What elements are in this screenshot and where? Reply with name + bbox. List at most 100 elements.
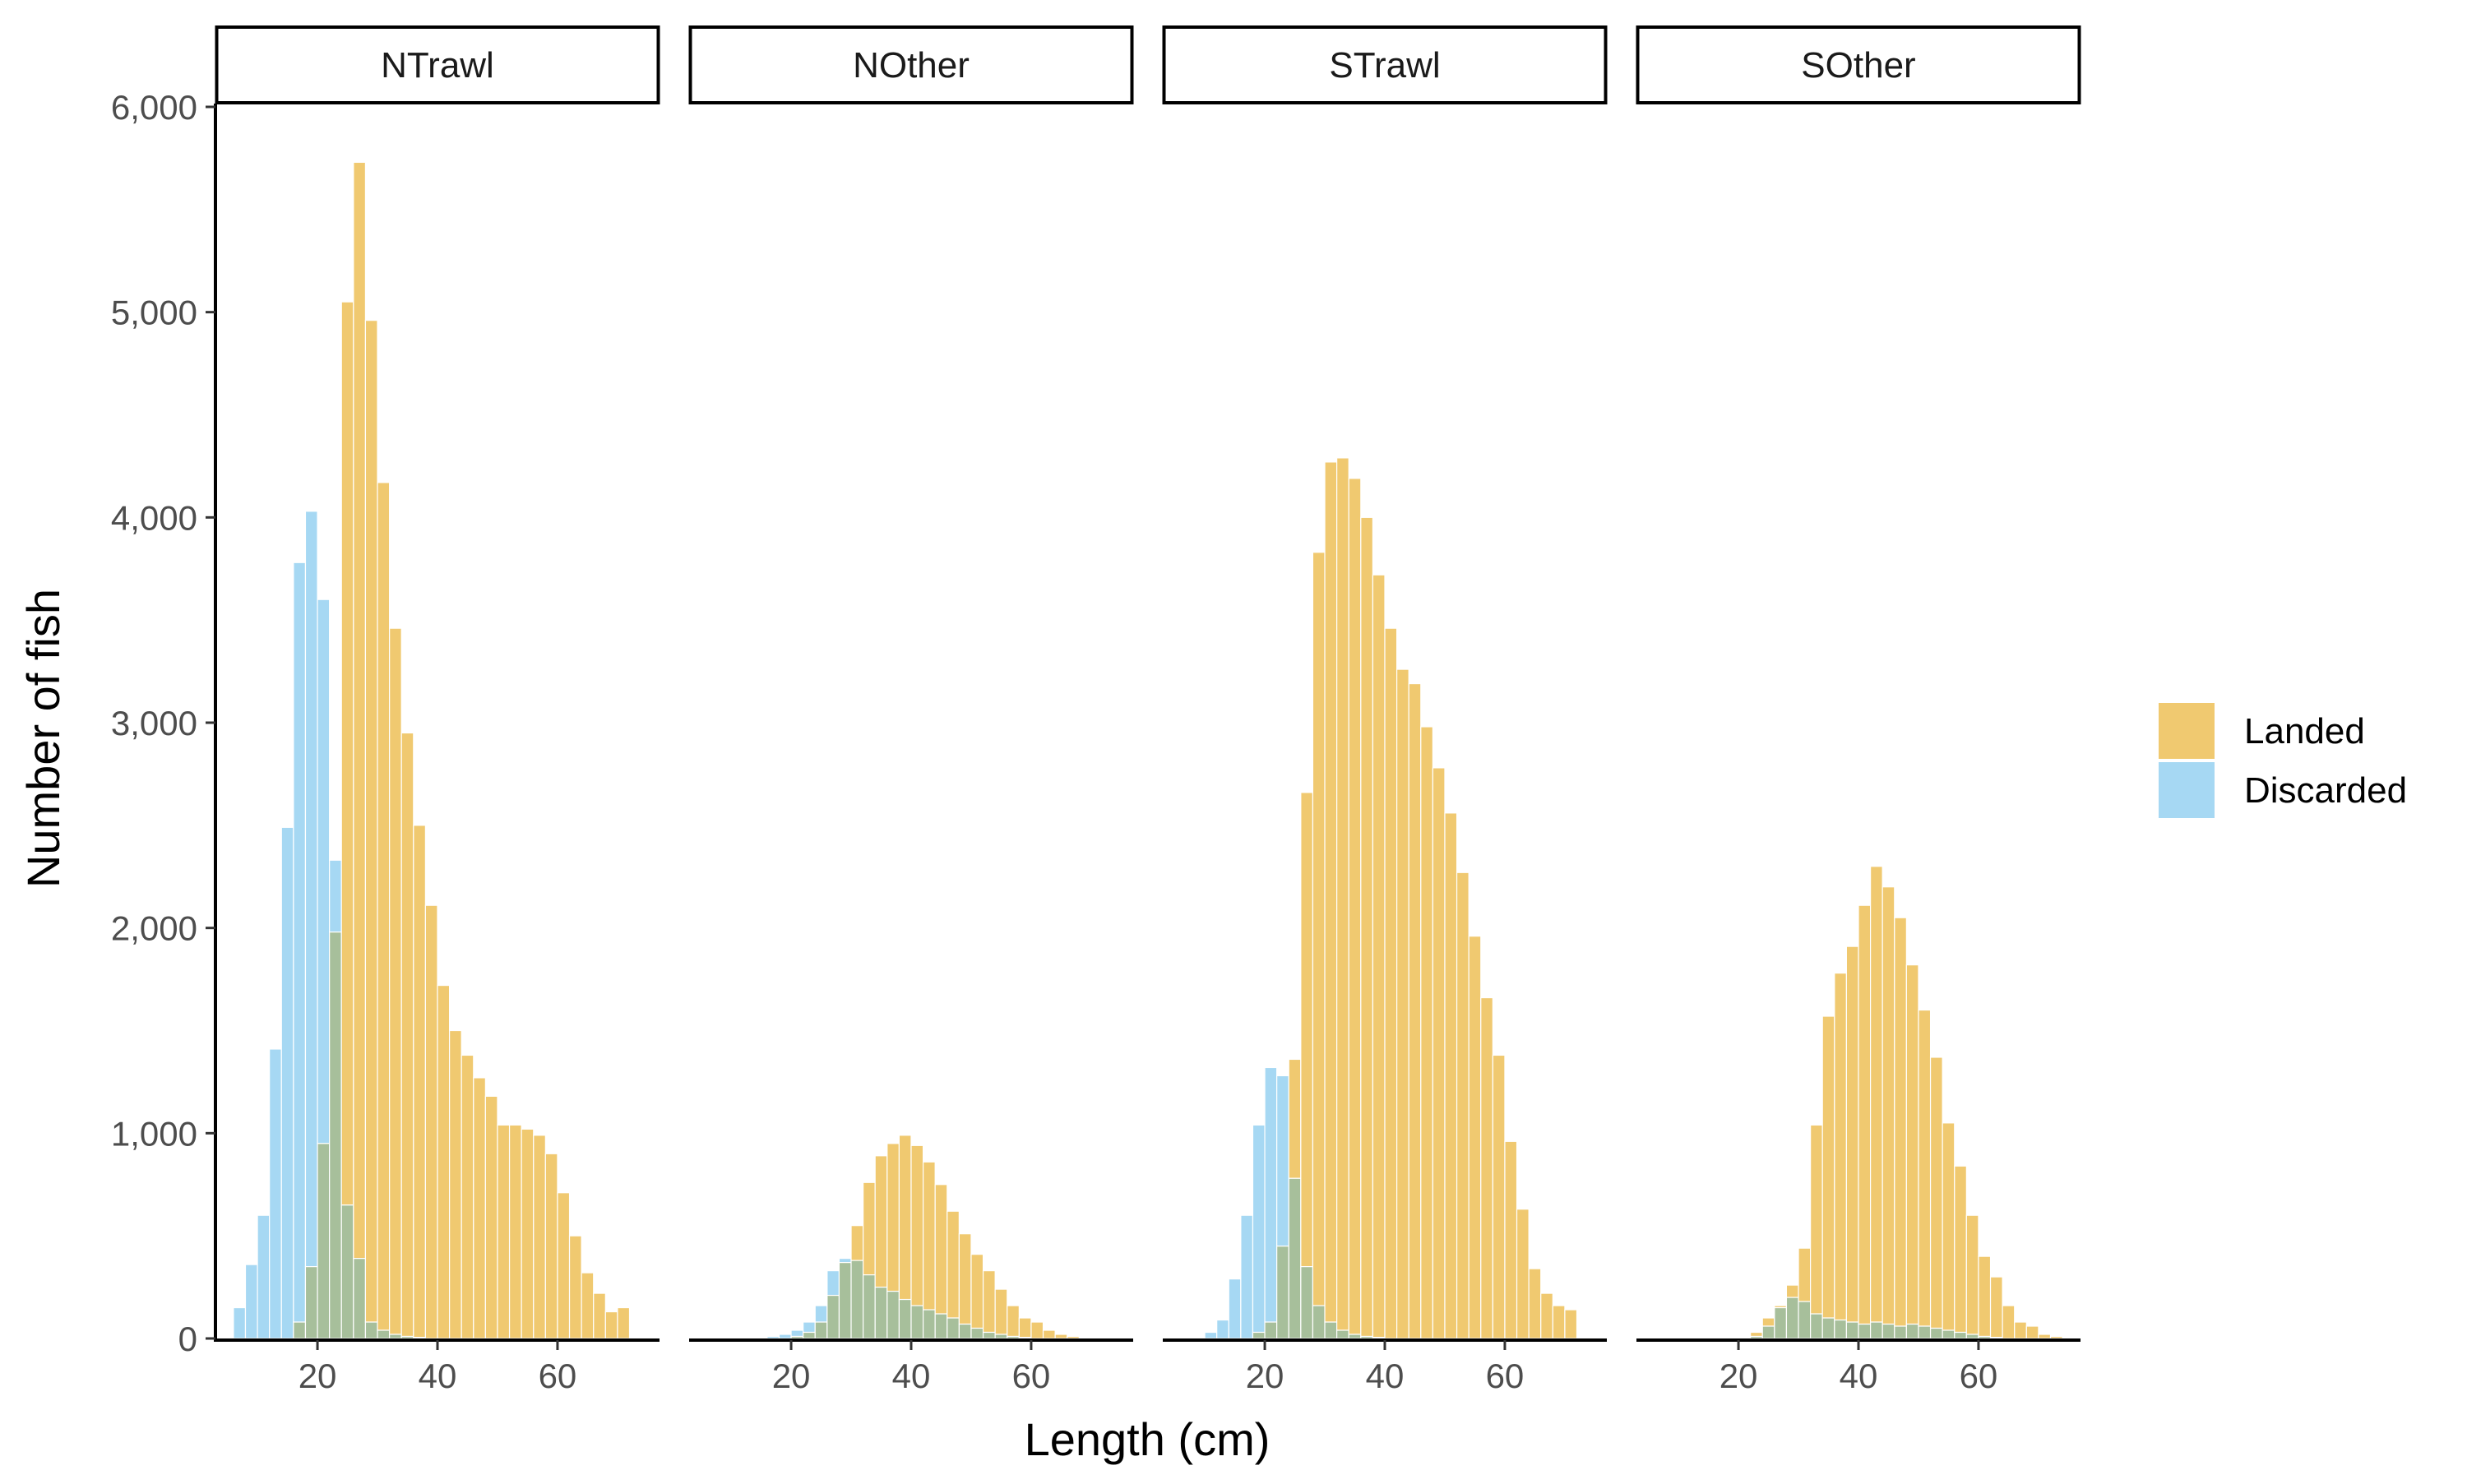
y-tick-label: 2,000 <box>111 909 197 948</box>
x-tick-label-nother: 60 <box>1012 1357 1051 1395</box>
bar-landed-ntrawl <box>437 984 451 1339</box>
bar-overlap-ntrawl <box>400 1335 414 1339</box>
bar-discarded-ntrawl <box>280 826 294 1339</box>
bar-discarded-strawl <box>1264 1066 1278 1323</box>
bar-discarded-ntrawl <box>269 1048 282 1339</box>
bar-discarded-strawl <box>1276 1075 1289 1247</box>
strip-box-strawl <box>1162 25 1608 104</box>
bar-landed-sother <box>1881 886 1895 1325</box>
bar-landed-strawl <box>1300 792 1314 1268</box>
bar-overlap-nother <box>863 1274 876 1339</box>
bar-landed-strawl <box>1395 668 1409 1339</box>
bar-landed-nother <box>1030 1321 1044 1339</box>
bar-landed-strawl <box>1384 627 1398 1339</box>
bar-overlap-sother <box>1881 1323 1895 1339</box>
facet-panel-strawl: STrawl <box>1162 25 1608 1339</box>
bar-discarded-nother <box>803 1321 816 1334</box>
bar-overlap-sother <box>1774 1306 1788 1339</box>
bar-overlap-sother <box>1858 1323 1872 1339</box>
bar-discarded-nother <box>826 1270 840 1297</box>
bar-overlap-nother <box>814 1321 828 1339</box>
x-tick-label-nother: 20 <box>772 1357 811 1395</box>
bar-landed-nother <box>994 1288 1008 1335</box>
bar-landed-sother <box>1978 1255 1992 1338</box>
bar-landed-ntrawl <box>389 627 402 1335</box>
bar-overlap-nother <box>803 1331 816 1339</box>
bar-landed-sother <box>1918 1009 1932 1327</box>
bar-discarded-ntrawl <box>329 859 342 933</box>
strip-label-strawl: STrawl <box>1329 45 1440 86</box>
bar-landed-nother <box>970 1254 984 1329</box>
bar-overlap-sother <box>1845 1321 1859 1339</box>
bar-overlap-sother <box>1834 1319 1848 1339</box>
facet-panel-nother: NOther <box>688 25 1134 1339</box>
strip-box-ntrawl <box>215 25 660 104</box>
bar-discarded-nother <box>766 1335 780 1339</box>
bar-overlap-sother <box>1798 1301 1812 1339</box>
bar-landed-nother <box>863 1181 876 1276</box>
y-axis: 0 1,000 2,000 3,000 4,000 5,000 6,000 <box>111 88 217 1358</box>
bar-landed-ntrawl <box>353 161 367 1260</box>
strip-label-sother: SOther <box>1801 45 1915 86</box>
bar-overlap-strawl <box>1336 1329 1349 1339</box>
x-tick-label-sother: 60 <box>1960 1357 1998 1395</box>
bar-landed-ntrawl <box>593 1292 606 1339</box>
bar-overlap-sother <box>1965 1334 1979 1339</box>
bar-landed-sother <box>1834 972 1848 1321</box>
y-tick-label: 3,000 <box>111 704 197 742</box>
bar-landed-nother <box>1067 1335 1080 1339</box>
bar-overlap-ntrawl <box>353 1258 367 1339</box>
bar-landed-ntrawl <box>544 1153 558 1339</box>
bar-overlap-strawl <box>1348 1334 1362 1339</box>
bar-overlap-sother <box>1929 1327 1943 1339</box>
y-tick-label: 0 <box>178 1320 197 1358</box>
bar-landed-nother <box>922 1161 936 1311</box>
bar-landed-ntrawl <box>617 1306 631 1339</box>
bar-landed-nother <box>886 1143 900 1292</box>
bar-overlap-ntrawl <box>304 1266 318 1339</box>
bar-landed-nother <box>1007 1305 1020 1338</box>
bar-discarded-ntrawl <box>317 599 331 1144</box>
bar-landed-strawl <box>1456 871 1470 1339</box>
bar-landed-ntrawl <box>557 1192 571 1339</box>
bar-discarded-nother <box>838 1258 852 1264</box>
bar-landed-ntrawl <box>484 1095 498 1339</box>
bar-overlap-ntrawl <box>389 1334 402 1339</box>
bar-landed-strawl <box>1492 1054 1506 1339</box>
bar-discarded-ntrawl <box>244 1264 258 1339</box>
bar-landed-ntrawl <box>497 1124 511 1339</box>
bar-landed-ntrawl <box>533 1135 546 1339</box>
bar-discarded-strawl <box>1240 1214 1254 1339</box>
bar-landed-ntrawl <box>604 1311 618 1339</box>
facet-panel-ntrawl: NTrawl <box>215 25 660 1339</box>
bar-overlap-ntrawl <box>364 1321 378 1339</box>
bar-landed-sother <box>1821 1015 1835 1319</box>
y-tick-label: 1,000 <box>111 1114 197 1153</box>
bar-landed-strawl <box>1552 1305 1566 1339</box>
bar-discarded-ntrawl <box>293 562 307 1323</box>
bar-landed-sother <box>1869 866 1883 1323</box>
bar-overlap-sother <box>1894 1325 1907 1339</box>
bar-overlap-strawl <box>1324 1321 1338 1339</box>
bar-overlap-strawl <box>1276 1246 1289 1339</box>
bar-landed-nother <box>934 1184 948 1315</box>
bar-landed-sother <box>1858 904 1872 1325</box>
bar-landed-strawl <box>1324 461 1338 1323</box>
legend-key-landed <box>2159 703 2215 759</box>
bar-landed-strawl <box>1288 1058 1302 1179</box>
bar-landed-sother <box>1965 1214 1979 1335</box>
legend-label-landed: Landed <box>2244 711 2365 751</box>
bar-landed-strawl <box>1468 936 1482 1339</box>
bar-overlap-ntrawl <box>329 932 342 1339</box>
bar-landed-nother <box>1042 1329 1056 1339</box>
legend-key-discarded <box>2159 762 2215 818</box>
bar-overlap-nother <box>826 1294 840 1339</box>
bar-overlap-nother <box>947 1317 960 1339</box>
bar-landed-ntrawl <box>581 1272 595 1339</box>
y-tick-label: 5,000 <box>111 294 197 332</box>
bar-overlap-nother <box>850 1260 864 1339</box>
bar-overlap-sother <box>1869 1321 1883 1339</box>
x-tick-label-strawl: 40 <box>1366 1357 1405 1395</box>
y-axis-title: Number of fish <box>17 589 69 888</box>
bar-discarded-strawl <box>1204 1331 1218 1339</box>
